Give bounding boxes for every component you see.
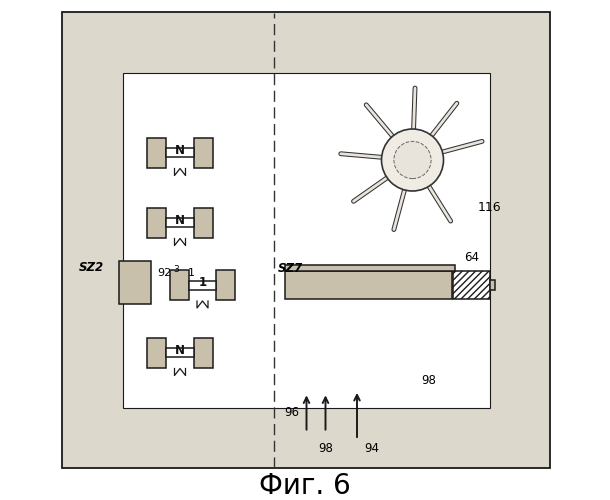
Bar: [167, 218, 194, 227]
Text: 98: 98: [422, 374, 436, 386]
Circle shape: [394, 142, 431, 178]
Bar: [167, 148, 194, 157]
Text: N: N: [175, 144, 185, 156]
Bar: [82, 32, 530, 448]
Text: SZ2: SZ2: [79, 261, 104, 274]
Bar: [194, 138, 213, 168]
Text: 1: 1: [198, 276, 207, 289]
Bar: [285, 271, 453, 299]
Bar: [167, 348, 194, 357]
Bar: [453, 271, 490, 299]
Bar: [147, 138, 167, 168]
Bar: [217, 270, 235, 300]
Text: N: N: [175, 344, 185, 356]
Bar: [170, 270, 188, 300]
Text: 3: 3: [173, 266, 179, 274]
Text: SZ7: SZ7: [278, 262, 303, 276]
Bar: [490, 280, 495, 290]
Bar: [188, 280, 217, 289]
Text: 98: 98: [318, 442, 333, 454]
Text: 64: 64: [464, 251, 479, 264]
Bar: [194, 338, 213, 368]
Bar: [147, 338, 167, 368]
Text: 116: 116: [478, 201, 501, 214]
Bar: [118, 261, 151, 304]
Circle shape: [381, 129, 443, 191]
Text: Фиг. 6: Фиг. 6: [259, 472, 351, 500]
Bar: [194, 208, 213, 238]
Bar: [285, 265, 455, 271]
Bar: [123, 72, 490, 407]
Bar: [102, 52, 510, 428]
Text: 1: 1: [187, 268, 195, 278]
Bar: [93, 42, 520, 438]
Text: 92: 92: [157, 268, 171, 278]
Bar: [73, 22, 540, 458]
Bar: [147, 208, 167, 238]
Text: N: N: [175, 214, 185, 226]
Text: 96: 96: [284, 406, 299, 419]
Bar: [112, 62, 500, 418]
Text: 94: 94: [365, 442, 379, 454]
